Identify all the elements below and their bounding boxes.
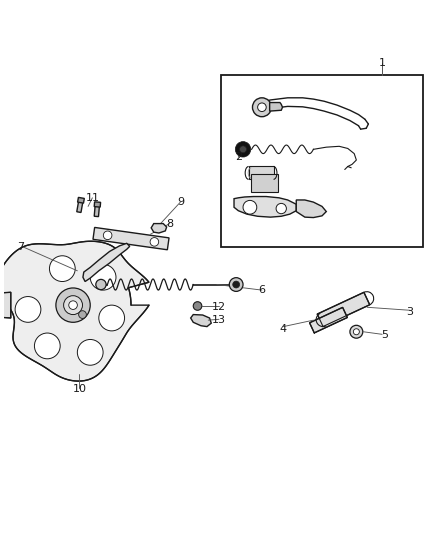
Circle shape <box>96 279 106 289</box>
Polygon shape <box>191 314 211 327</box>
Polygon shape <box>270 102 283 111</box>
Circle shape <box>233 281 240 288</box>
Polygon shape <box>296 200 326 217</box>
Circle shape <box>15 296 41 322</box>
Circle shape <box>276 204 286 214</box>
Circle shape <box>150 238 159 246</box>
Polygon shape <box>0 292 11 318</box>
Circle shape <box>230 278 243 292</box>
Circle shape <box>258 103 266 111</box>
Text: 12: 12 <box>212 302 226 312</box>
Circle shape <box>353 329 359 335</box>
Bar <box>251 174 278 192</box>
Polygon shape <box>94 202 101 207</box>
Polygon shape <box>151 223 166 233</box>
Circle shape <box>35 333 60 359</box>
Text: 5: 5 <box>381 330 388 340</box>
Circle shape <box>243 200 257 214</box>
Polygon shape <box>0 241 149 381</box>
Circle shape <box>90 264 116 290</box>
Circle shape <box>56 288 90 322</box>
Polygon shape <box>94 204 99 216</box>
Circle shape <box>64 296 82 314</box>
Circle shape <box>193 302 202 310</box>
Circle shape <box>49 256 75 281</box>
Circle shape <box>350 325 363 338</box>
Polygon shape <box>77 200 83 213</box>
Circle shape <box>252 98 272 117</box>
Text: 11: 11 <box>85 193 99 203</box>
Text: 4: 4 <box>280 324 287 334</box>
Text: 8: 8 <box>166 219 173 229</box>
Polygon shape <box>234 197 296 217</box>
Polygon shape <box>83 244 130 281</box>
Polygon shape <box>317 292 370 327</box>
Circle shape <box>235 142 251 157</box>
Polygon shape <box>310 308 347 333</box>
Circle shape <box>79 311 86 318</box>
Circle shape <box>99 305 124 331</box>
Text: 10: 10 <box>73 384 86 394</box>
Polygon shape <box>78 197 85 203</box>
Text: 9: 9 <box>177 197 184 207</box>
Text: 13: 13 <box>212 315 226 325</box>
Text: 2: 2 <box>235 152 242 162</box>
Text: 3: 3 <box>406 306 413 317</box>
Text: 1: 1 <box>378 58 385 68</box>
Circle shape <box>78 340 103 365</box>
Circle shape <box>69 301 78 310</box>
Circle shape <box>240 146 247 153</box>
Text: 7: 7 <box>17 242 24 252</box>
Circle shape <box>103 231 112 240</box>
Bar <box>221 76 423 247</box>
Polygon shape <box>93 228 169 250</box>
Bar <box>249 166 273 180</box>
Text: 6: 6 <box>258 285 265 295</box>
